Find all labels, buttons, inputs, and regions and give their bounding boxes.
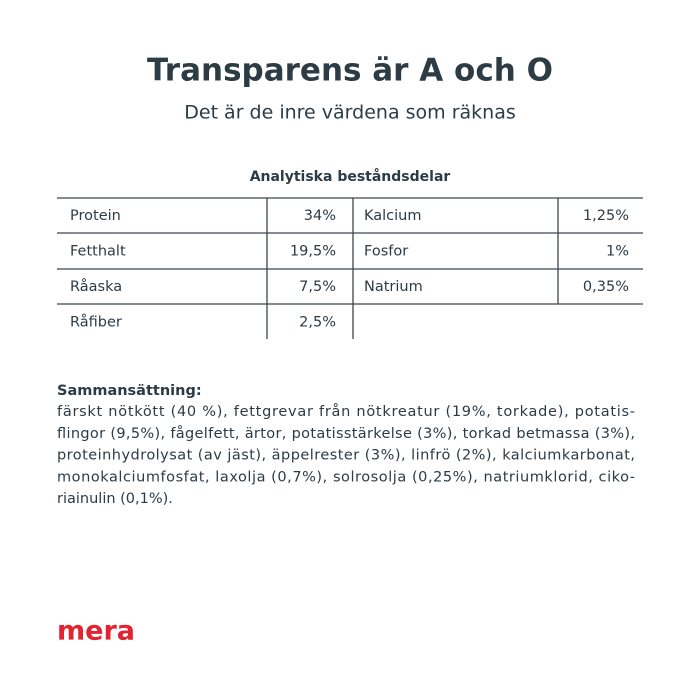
composition-line: proteinhydrolysat (av jäst), äppelrester…: [57, 448, 635, 464]
table: [57, 197, 643, 339]
subtitle: Det är de inre värdena som räknas: [184, 102, 516, 124]
table-cell: 19,5%: [290, 244, 336, 260]
table-cell: Råfiber: [70, 314, 122, 331]
table-cell: Fosfor: [364, 244, 408, 260]
title: Transparens är A och O: [147, 53, 553, 89]
logo: mera: [57, 616, 135, 647]
table-title: Analytiska beståndsdelar: [250, 168, 451, 185]
table-cell: Protein: [70, 208, 121, 224]
table-cell: 2,5%: [299, 315, 336, 331]
composition-line: flingor (9,5%), fågelfett, ärtor, potati…: [57, 425, 635, 442]
table-cell: Natrium: [364, 279, 423, 295]
table-cell: 0,35%: [583, 279, 629, 295]
composition-line: riainulin (0,1%).: [57, 491, 173, 507]
table-cell: Kalcium: [364, 208, 421, 224]
table-cell: 1,25%: [583, 208, 629, 224]
composition-line: färskt nötkött (40 %), fettgrevar från n…: [57, 403, 635, 420]
table-cell: Fetthalt: [70, 244, 126, 260]
composition-line: monokalciumfosfat, laxolja (0,7%), solro…: [57, 469, 635, 485]
table-cell: 1%: [606, 244, 629, 260]
table-cell: Råaska: [70, 278, 122, 295]
table-cell: 34%: [304, 208, 336, 224]
table-cell: 7,5%: [299, 279, 336, 295]
composition-heading: Sammansättning:: [57, 383, 202, 399]
